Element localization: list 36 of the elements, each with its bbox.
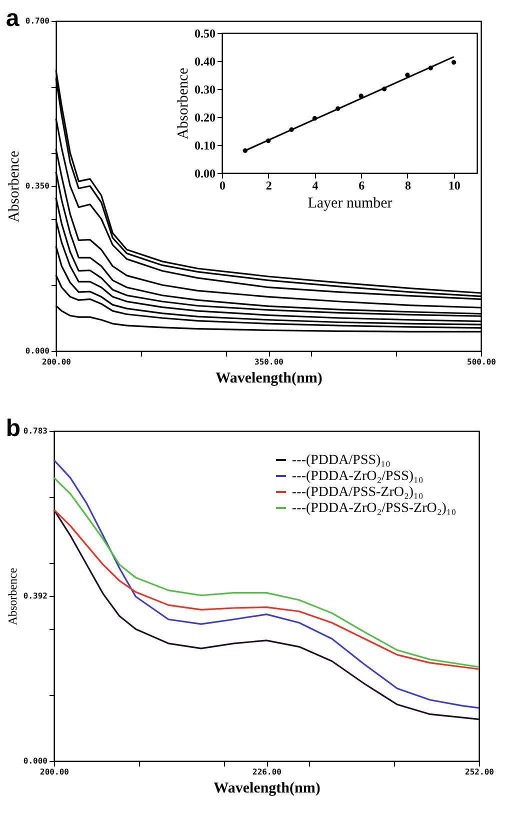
y-tick-label: 0.000 [25, 346, 50, 356]
legend-label: ---(PDDA/PSS-ZrO₂)₁₀ [292, 485, 424, 500]
y-axis-title: Absorbence [6, 150, 22, 222]
x-tick-label: 500.00 [467, 358, 496, 366]
y-axis-title: Absorbence [176, 67, 192, 140]
y-tick-label: 0.000 [23, 756, 48, 766]
x-tick-label: 252.00 [465, 768, 494, 776]
y-tick-label: 0.783 [23, 426, 48, 436]
x-axis-title: Wavelength(nm) [214, 780, 320, 796]
y-tick-label: 0.350 [25, 182, 50, 190]
y-tick-label: 0.30 [194, 82, 216, 96]
x-tick-label: 4 [312, 178, 318, 192]
x-tick-label: 350.00 [254, 358, 284, 366]
legend-label: ---(PDDA-ZrO₂/PSS)₁₀ [292, 469, 424, 484]
x-tick-label: 2 [266, 178, 272, 192]
x-tick-label: 6 [358, 178, 365, 192]
x-axis-title: Layer number [308, 196, 392, 212]
y-tick-label: 0.40 [194, 54, 216, 68]
chart-title: a [6, 5, 20, 32]
legend-label: ---(PDDA-ZrO₂/PSS-ZrO₂)₁₀ [292, 501, 456, 516]
y-tick-label: 0.700 [25, 16, 50, 26]
y-tick-label: 0.10 [194, 138, 216, 152]
y-axis-title: Absorbence [5, 568, 20, 626]
legend-label: ---(PDDA/PSS)₁₀ [292, 453, 391, 468]
x-tick-label: 0 [220, 178, 226, 192]
y-tick-label: 0.392 [23, 591, 48, 600]
chart-title: b [6, 415, 21, 442]
x-tick-label: 10 [448, 178, 460, 192]
x-tick-label: 200.00 [40, 768, 70, 776]
x-axis-title: Wavelength(nm) [216, 370, 322, 386]
y-tick-label: 0.20 [194, 110, 216, 124]
y-tick-label: 0.00 [194, 166, 216, 180]
y-tick-label: 0.50 [194, 26, 216, 40]
x-tick-label: 8 [404, 178, 411, 192]
x-tick-label: 200.00 [42, 358, 72, 366]
x-tick-label: 226.00 [252, 768, 282, 776]
